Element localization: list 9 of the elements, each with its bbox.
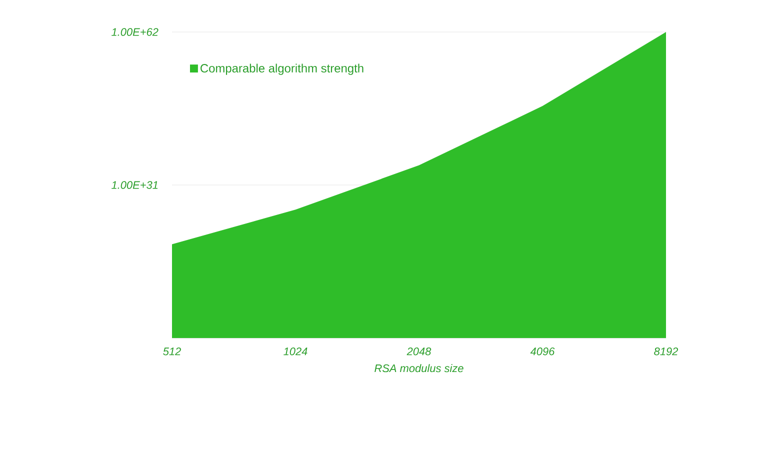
x-tick-label: 4096 <box>530 348 555 356</box>
legend-label: Comparable algorithm strength <box>200 64 364 75</box>
x-tick-label: 512 <box>163 348 181 356</box>
x-tick-label: 1024 <box>284 348 308 356</box>
y-tick-label: 1.00E+62 <box>112 28 158 36</box>
y-tick-label: 1.00E+31 <box>112 181 158 189</box>
x-tick-label: 8192 <box>654 348 678 356</box>
x-axis-title: RSA modulus size <box>374 364 464 372</box>
x-tick-label: 2048 <box>406 348 432 356</box>
